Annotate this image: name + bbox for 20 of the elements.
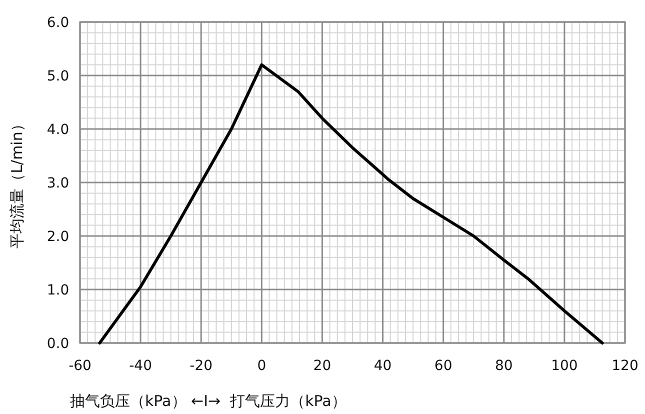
y-tick-label: 0.0 xyxy=(46,336,70,352)
x-tick-label: 0 xyxy=(257,358,266,374)
x-tick-label: 60 xyxy=(434,358,452,374)
x-tick-label: 120 xyxy=(612,358,638,374)
y-tick-label: 1.0 xyxy=(46,282,70,298)
x-tick-label: -20 xyxy=(190,358,213,374)
x-tick-label: 80 xyxy=(494,358,513,374)
y-axis-title: 平均流量（L/min） xyxy=(8,116,26,248)
y-tick-label: 2.0 xyxy=(46,229,70,245)
y-tick-label: 6.0 xyxy=(46,15,70,31)
line-series xyxy=(98,63,604,344)
x-tick-label: -60 xyxy=(68,358,92,374)
x-tick-label: 40 xyxy=(374,358,392,374)
x-tick-label: -40 xyxy=(129,358,152,374)
y-tick-label: 5.0 xyxy=(46,68,70,84)
x-tick-label: 100 xyxy=(551,358,578,374)
x-axis-title: 抽气负压（kPa） ←I→ 打气压力（kPa） xyxy=(70,392,346,410)
y-tick-label: 4.0 xyxy=(46,122,70,138)
y-tick-label: 3.0 xyxy=(46,176,70,192)
x-tick-label: 20 xyxy=(313,358,332,374)
